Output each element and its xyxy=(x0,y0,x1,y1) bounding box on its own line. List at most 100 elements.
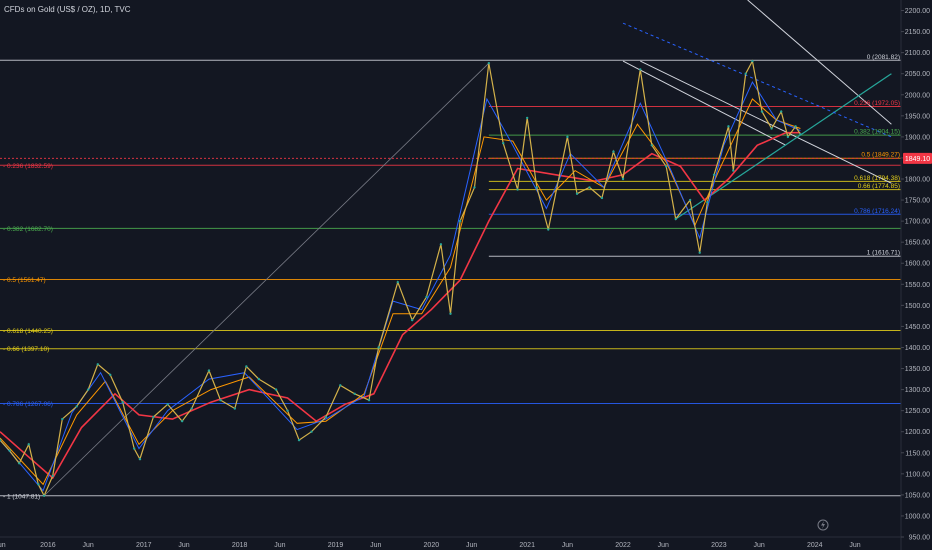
lightning-icon[interactable] xyxy=(817,519,829,531)
price-point xyxy=(688,198,692,202)
time-tick-label: 2020 xyxy=(424,542,440,549)
time-tick-label: Jun xyxy=(370,542,381,549)
fib-level-label: 1 (1616.71) xyxy=(867,250,900,257)
time-tick-label: Jun xyxy=(849,542,860,549)
price-tick-label: 1900.00 xyxy=(905,134,930,141)
time-tick-label: Jun xyxy=(562,542,573,549)
price-point xyxy=(502,142,505,145)
price-point xyxy=(166,403,169,406)
time-tick-label: 2022 xyxy=(615,542,631,549)
fib-level-label: 0.786 (1716.24) xyxy=(854,208,900,215)
fib-level-label: 0.236 (1972.05) xyxy=(854,100,900,107)
price-tick-label: 2200.00 xyxy=(905,8,930,15)
time-tick-label: Jun xyxy=(658,542,669,549)
price-point xyxy=(377,346,380,349)
price-point xyxy=(121,401,124,404)
price-tick-label: 1750.00 xyxy=(905,198,930,205)
price-point xyxy=(0,438,2,442)
fib-level-label: 0.66 (1774.85) xyxy=(858,183,900,190)
price-point xyxy=(152,415,155,419)
fib-level-label: - 0.382 (1682.70) xyxy=(3,226,53,233)
price-tick-label: 1000.00 xyxy=(905,513,930,520)
trendlines xyxy=(43,0,892,497)
price-tick-label: 1250.00 xyxy=(905,408,930,415)
price-point xyxy=(274,388,278,391)
price-point xyxy=(612,150,615,153)
price-tick-label: 2000.00 xyxy=(905,92,930,99)
time-tick-label: 2024 xyxy=(807,542,823,549)
price-tick-label: 1550.00 xyxy=(905,282,930,289)
fib-level-label: - 0.236 (1832.59) xyxy=(3,163,53,170)
price-series xyxy=(0,59,802,498)
chart-title: CFDs on Gold (US$ / OZ), 1D, TVC xyxy=(4,5,131,14)
price-tick-label: 1800.00 xyxy=(905,177,930,184)
price-point xyxy=(751,59,754,63)
price-point xyxy=(37,483,40,486)
price-tick-label: 1350.00 xyxy=(905,366,930,373)
price-point xyxy=(786,135,790,139)
trendline xyxy=(747,0,892,125)
price-point xyxy=(650,144,653,147)
time-axis[interactable]: Jun 2016 Jun 2017 Jun 2018 Jun 2019 Jun 2020 Jun 20… xyxy=(0,542,861,549)
price-point xyxy=(138,457,142,461)
price-point xyxy=(180,419,184,423)
time-tick-label: Jun xyxy=(0,542,6,549)
price-tick-label: 1150.00 xyxy=(905,450,930,457)
price-point xyxy=(566,135,569,139)
price-point xyxy=(712,173,716,176)
price-point xyxy=(770,127,773,130)
price-tick-label: 1050.00 xyxy=(905,492,930,499)
price-point xyxy=(799,133,802,136)
price-point xyxy=(219,398,222,402)
price-point xyxy=(674,217,677,221)
price-point xyxy=(588,186,591,189)
price-point xyxy=(61,417,64,421)
price-point xyxy=(664,165,668,168)
price-point xyxy=(794,125,797,128)
price-tick-label: 1450.00 xyxy=(905,324,930,331)
time-tick-label: 2018 xyxy=(232,542,248,549)
price-point xyxy=(297,438,301,442)
price-point xyxy=(639,68,642,71)
price-point xyxy=(706,200,709,204)
moving-average-line xyxy=(0,81,801,492)
price-point xyxy=(439,243,443,246)
price-point xyxy=(51,474,54,478)
price-point xyxy=(257,377,260,381)
fib-level-label: 0.618 (1794.38) xyxy=(854,175,900,182)
price-point xyxy=(324,415,328,419)
price-point xyxy=(547,228,550,231)
price-tick-label: 1650.00 xyxy=(905,240,930,247)
price-tick-label: 2050.00 xyxy=(905,71,930,78)
price-point xyxy=(535,186,538,189)
time-tick-label: 2016 xyxy=(40,542,56,549)
price-tick-label: 2100.00 xyxy=(905,50,930,57)
time-tick-label: Jun xyxy=(274,542,285,549)
time-tick-label: Jun xyxy=(83,542,94,549)
price-tick-label: 1700.00 xyxy=(905,219,930,226)
price-axis[interactable]: 950.00 1000.00 1050.00 1100.00 1150.00 1200.0… xyxy=(901,8,930,542)
price-tick-label: 1600.00 xyxy=(905,261,930,268)
time-tick-label: Jun xyxy=(178,542,189,549)
price-point xyxy=(516,188,519,191)
price-point xyxy=(473,186,476,189)
price-tick-label: 1400.00 xyxy=(905,345,930,352)
fib-level-label: 0 (2081.82) xyxy=(867,54,900,61)
fib-level-label: - 0.786 (1267.06) xyxy=(3,401,53,408)
trendline xyxy=(622,60,787,146)
trendline xyxy=(622,22,892,138)
price-tick-label: 1300.00 xyxy=(905,387,930,394)
trendline xyxy=(43,62,490,497)
price-point xyxy=(449,312,452,315)
price-tick-label: 1950.00 xyxy=(905,113,930,120)
price-point xyxy=(8,449,11,452)
price-point xyxy=(410,318,414,322)
price-point xyxy=(458,219,462,223)
price-tick-label: 1100.00 xyxy=(905,471,930,478)
price-point xyxy=(132,447,136,450)
price-point xyxy=(75,405,78,408)
price-point xyxy=(353,392,356,395)
fib-level-label: - 0.66 (1397.10) xyxy=(3,346,49,353)
